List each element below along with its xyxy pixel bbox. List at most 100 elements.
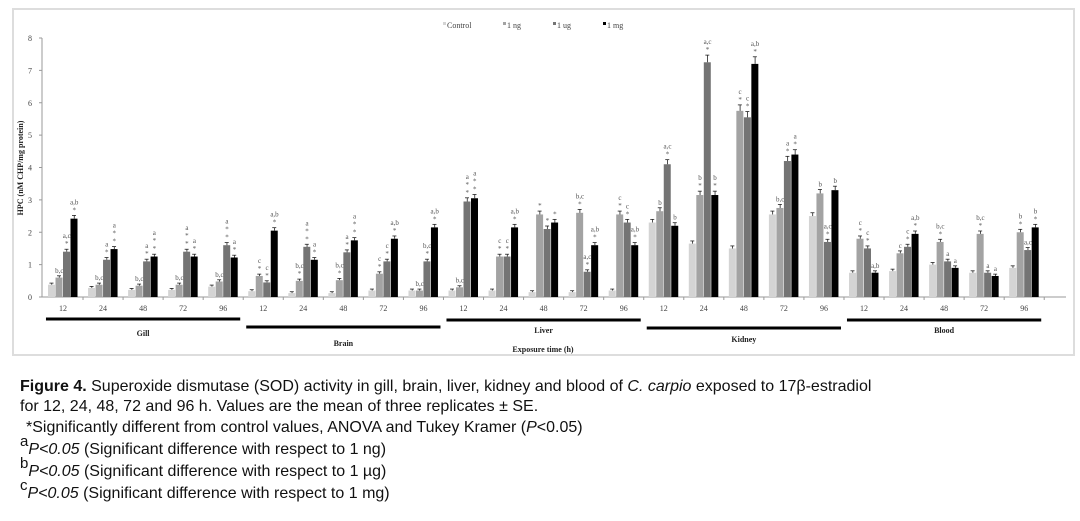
x-tick-label: 96 [219, 304, 227, 313]
significance-label: b [698, 174, 702, 182]
significance-label: a,b [270, 211, 279, 219]
significance-label: b,c [456, 277, 464, 285]
caption-line-2: for 12, 24, 48, 72 and 96 h. Values are … [20, 398, 539, 415]
bar-1-ng [896, 253, 904, 297]
significance-label: * [265, 272, 269, 280]
bar-1-ug [463, 201, 471, 297]
significance-label: a,c [583, 253, 591, 261]
significance-label: * [593, 234, 597, 242]
significance-label: * [866, 237, 870, 245]
significance-label: b [658, 199, 662, 207]
bar-control [48, 284, 55, 297]
bar-1-ug [383, 261, 391, 297]
significance-label: c [906, 227, 909, 235]
bar-1-mg [471, 198, 478, 297]
x-tick-label: 96 [1020, 304, 1028, 313]
bar-1-mg [150, 256, 158, 297]
bar-1-ug [263, 282, 271, 297]
significance-label: b,c [135, 275, 143, 283]
x-tick-label: 12 [59, 304, 67, 313]
significance-label: * [1034, 215, 1038, 223]
significance-label: * [738, 96, 742, 104]
significance-label: * [746, 103, 750, 111]
significance-label: b,c [175, 274, 183, 282]
legend-swatch [603, 22, 606, 25]
significance-label: c [386, 242, 389, 250]
significance-label: c [866, 229, 869, 237]
y-tick-label: 8 [28, 34, 32, 43]
x-tick-label: 72 [780, 304, 788, 313]
significance-label: a,b [591, 226, 600, 234]
bar-1-ug [183, 251, 191, 297]
bar-1-ng [496, 256, 504, 297]
caption-line-1: Figure 4. Superoxide dismutase (SOD) act… [20, 378, 871, 396]
bar-control [128, 289, 136, 297]
note-a: aP<0.05 (Significant difference with res… [20, 433, 386, 459]
legend-swatch [503, 22, 506, 25]
significance-label: c [899, 242, 902, 250]
bar-1-ug [663, 164, 671, 297]
bar-1-mg [751, 63, 759, 298]
bar-1-ng [55, 277, 63, 297]
bar-control [849, 272, 856, 297]
y-tick-label: 1 [28, 261, 32, 270]
significance-label: a [185, 224, 189, 232]
significance-label: b [818, 181, 822, 189]
significance-label: b [1019, 212, 1023, 220]
bar-1-ng [255, 275, 263, 297]
significance-label: c [378, 255, 381, 263]
bar-1-ug [503, 256, 511, 297]
significance-label: * [298, 270, 302, 278]
significance-label: c [618, 194, 621, 202]
note-text: (Significant difference with respect to … [78, 485, 390, 502]
significance-label: a [786, 139, 790, 147]
significance-label: * [906, 235, 910, 243]
bar-1-mg [631, 245, 639, 297]
significance-label: * [706, 46, 710, 54]
bar-1-ng [856, 238, 864, 297]
significance-label: * [618, 202, 622, 210]
bar-control [688, 243, 696, 297]
significance-label: * [578, 200, 582, 208]
significance-label: * [233, 246, 237, 254]
bar-1-mg [270, 230, 278, 297]
significance-label: * [113, 238, 117, 246]
bar-1-ng [456, 287, 463, 297]
significance-label: * [859, 227, 863, 235]
bar-control [208, 286, 216, 297]
significance-label: c [859, 219, 862, 227]
bar-1-ng [576, 212, 584, 297]
bar-control [808, 216, 816, 297]
bar-1-mg [430, 227, 438, 297]
bar-control [608, 290, 616, 297]
x-tick-label: 24 [500, 304, 508, 313]
bar-1-mg [511, 227, 519, 297]
significance-label: a [353, 213, 357, 221]
significance-label: a,b [511, 207, 520, 215]
x-tick-label: 48 [139, 304, 147, 313]
significance-label: * [385, 250, 389, 258]
significance-label: c [626, 202, 629, 210]
significance-label: * [225, 226, 229, 234]
significance-label: a,b [631, 226, 640, 234]
caption-text-end: exposed to 17β-estradiol [691, 378, 872, 395]
bar-control [889, 271, 897, 297]
bar-1-ng [335, 280, 343, 297]
organ-label: Brain [334, 339, 354, 348]
bar-control [768, 214, 776, 297]
bar-1-ng [375, 273, 383, 297]
x-tick-label: 96 [620, 304, 628, 313]
bar-1-ug [783, 161, 791, 297]
note-b: bP<0.05 (Significant difference with res… [20, 455, 386, 481]
significance-label: * [425, 250, 429, 258]
bar-control [248, 291, 256, 297]
legend-label: 1 ng [507, 21, 521, 30]
bar-1-mg [390, 238, 398, 297]
bar-1-mg [951, 267, 959, 297]
note-mark: c [20, 477, 28, 494]
significance-label: b,c [416, 280, 424, 288]
bar-1-ug [1024, 250, 1032, 297]
significance-label: a,b [70, 198, 79, 206]
bar-control [969, 272, 977, 297]
bar-1-mg [350, 240, 358, 297]
